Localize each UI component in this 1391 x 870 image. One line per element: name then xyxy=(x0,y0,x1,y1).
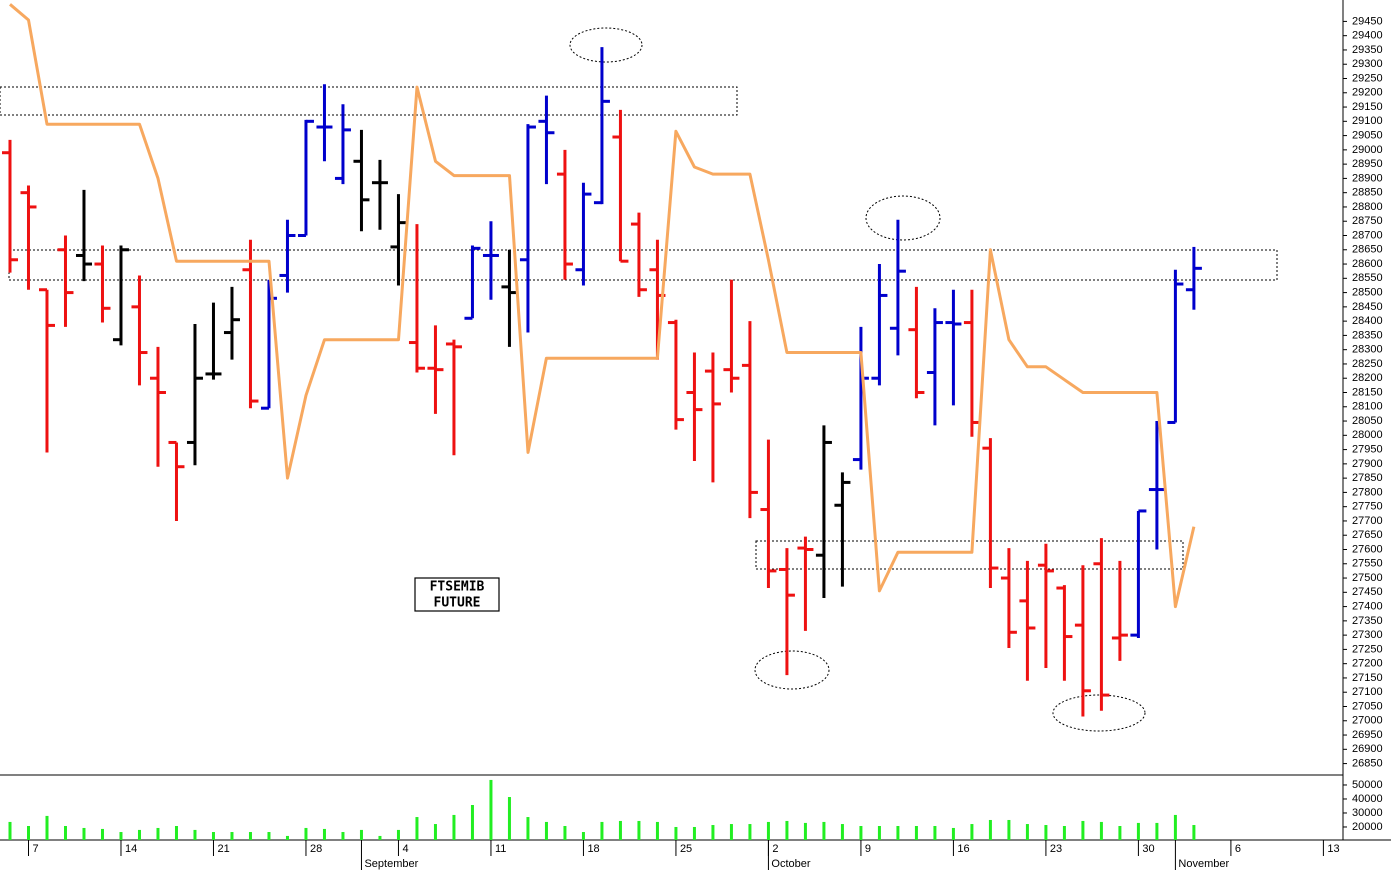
x-tick-label: 30 xyxy=(1142,843,1154,855)
y-tick-label: 28700 xyxy=(1352,229,1383,241)
x-tick-label: 9 xyxy=(865,843,871,855)
y-tick-label: 27900 xyxy=(1352,458,1383,470)
y-tick-label: 27750 xyxy=(1352,501,1383,513)
x-tick-label: 23 xyxy=(1050,843,1062,855)
y-tick-label: 29150 xyxy=(1352,101,1383,113)
y-tick-label: 28050 xyxy=(1352,415,1383,427)
y-tick-label: 29350 xyxy=(1352,44,1383,56)
y-tick-label: 29050 xyxy=(1352,129,1383,141)
y-tick-label: 27350 xyxy=(1352,615,1383,627)
y-tick-label: 28500 xyxy=(1352,286,1383,298)
y-tick-label: 28250 xyxy=(1352,358,1383,370)
y-tick-label: 28600 xyxy=(1352,258,1383,270)
y-tick-label: 29450 xyxy=(1352,15,1383,27)
y-tick-label: 27500 xyxy=(1352,572,1383,584)
zone-box xyxy=(0,86,738,116)
y-tick-label: 27450 xyxy=(1352,586,1383,598)
x-tick-label: 7 xyxy=(32,843,38,855)
zone-box xyxy=(755,540,1184,570)
annotation-box xyxy=(414,577,500,612)
y-tick-label: 28200 xyxy=(1352,372,1383,384)
y-tick-label: 27250 xyxy=(1352,643,1383,655)
y-tick-label: 28750 xyxy=(1352,215,1383,227)
y-tick-label: 27000 xyxy=(1352,715,1383,727)
annotation: FTSEMIB xyxy=(430,580,485,595)
x-tick-label: 16 xyxy=(957,843,969,855)
y-tick-label: 28100 xyxy=(1352,401,1383,413)
volume-tick-label: 50000 xyxy=(1352,779,1383,791)
x-tick-label: 4 xyxy=(402,843,408,855)
y-tick-label: 27400 xyxy=(1352,600,1383,612)
y-tick-label: 27800 xyxy=(1352,486,1383,498)
x-tick-label: 25 xyxy=(680,843,692,855)
month-label: September xyxy=(364,858,418,870)
y-tick-label: 28300 xyxy=(1352,344,1383,356)
month-label: November xyxy=(1178,858,1229,870)
y-tick-label: 28800 xyxy=(1352,201,1383,213)
y-tick-label: 27650 xyxy=(1352,529,1383,541)
y-tick-label: 28550 xyxy=(1352,272,1383,284)
y-tick-label: 27550 xyxy=(1352,558,1383,570)
y-tick-label: 27850 xyxy=(1352,472,1383,484)
annotation: FUTURE xyxy=(434,596,481,611)
volume-tick-label: 30000 xyxy=(1352,807,1383,819)
y-tick-label: 29200 xyxy=(1352,87,1383,99)
x-tick-label: 6 xyxy=(1235,843,1241,855)
x-tick-label: 13 xyxy=(1327,843,1339,855)
y-tick-label: 28350 xyxy=(1352,329,1383,341)
y-tick-label: 26900 xyxy=(1352,743,1383,755)
highlight-ellipse xyxy=(865,195,941,241)
x-tick-label: 11 xyxy=(495,843,506,855)
highlight-ellipse xyxy=(754,650,830,690)
y-tick-label: 29100 xyxy=(1352,115,1383,127)
highlight-ellipse xyxy=(569,27,643,63)
y-tick-label: 29300 xyxy=(1352,58,1383,70)
y-tick-label: 27700 xyxy=(1352,515,1383,527)
y-tick-label: 29400 xyxy=(1352,30,1383,42)
indicator-line xyxy=(9,3,1196,609)
x-tick-label: 21 xyxy=(217,843,229,855)
y-tick-label: 27600 xyxy=(1352,543,1383,555)
y-tick-label: 27300 xyxy=(1352,629,1383,641)
y-tick-label: 28450 xyxy=(1352,301,1383,313)
y-tick-label: 28950 xyxy=(1352,158,1383,170)
y-tick-label: 27200 xyxy=(1352,658,1383,670)
y-tick-label: 28900 xyxy=(1352,172,1383,184)
y-tick-label: 28850 xyxy=(1352,187,1383,199)
y-tick-label: 28650 xyxy=(1352,244,1383,256)
month-label: October xyxy=(771,858,810,870)
x-tick-label: 18 xyxy=(587,843,599,855)
y-tick-label: 29250 xyxy=(1352,72,1383,84)
y-tick-label: 28400 xyxy=(1352,315,1383,327)
y-tick-label: 26950 xyxy=(1352,729,1383,741)
x-tick-label: 14 xyxy=(125,843,137,855)
y-tick-label: 27950 xyxy=(1352,443,1383,455)
y-tick-label: 27050 xyxy=(1352,700,1383,712)
x-tick-label: 2 xyxy=(772,843,778,855)
highlight-ellipse xyxy=(1052,694,1146,732)
y-tick-label: 27150 xyxy=(1352,672,1383,684)
x-tick-label: 28 xyxy=(310,843,322,855)
volume-tick-label: 40000 xyxy=(1352,793,1383,805)
y-tick-label: 28000 xyxy=(1352,429,1383,441)
y-tick-label: 29000 xyxy=(1352,144,1383,156)
volume-tick-label: 20000 xyxy=(1352,821,1383,833)
y-tick-label: 28150 xyxy=(1352,386,1383,398)
y-tick-label: 26850 xyxy=(1352,757,1383,769)
y-tick-label: 27100 xyxy=(1352,686,1383,698)
